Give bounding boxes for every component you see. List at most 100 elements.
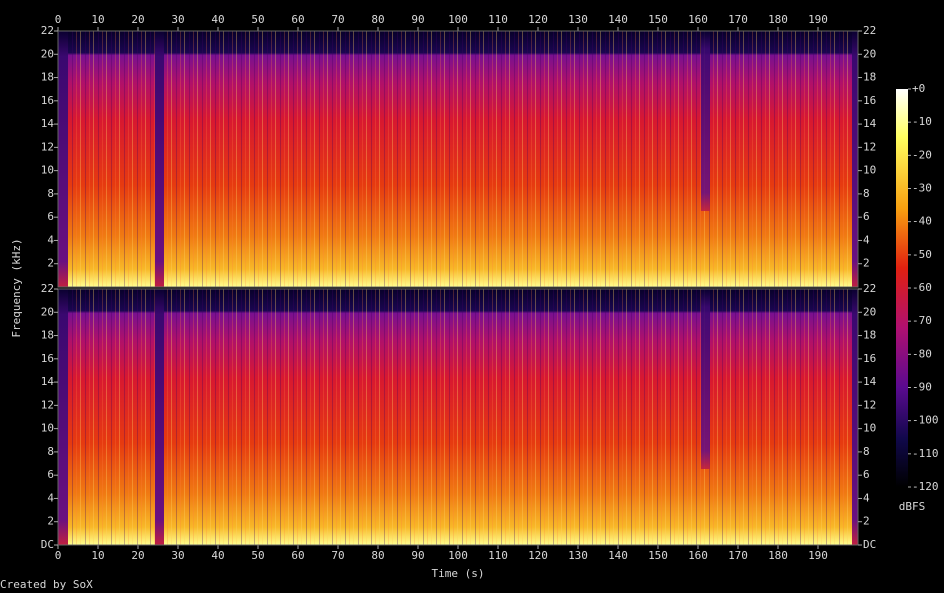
y-axis-label: Frequency (kHz) xyxy=(10,238,23,337)
x-tick-label: 90 xyxy=(411,13,424,26)
y-tick-label: DC xyxy=(41,538,54,551)
x-tick-label: 120 xyxy=(528,13,548,26)
colorbar-tick-label: -110 xyxy=(912,447,939,460)
y-tick-label: DC xyxy=(863,538,876,551)
y-tick-label: 10 xyxy=(41,422,54,435)
x-tick-label: 100 xyxy=(448,549,468,562)
x-tick-label: 180 xyxy=(768,13,788,26)
x-tick-label: 30 xyxy=(171,13,184,26)
y-tick-label: 14 xyxy=(863,117,877,130)
x-tick-label: 120 xyxy=(528,549,548,562)
y-tick-label: 2 xyxy=(47,515,54,528)
y-tick-label: 8 xyxy=(47,187,54,200)
x-tick-label: 10 xyxy=(91,13,104,26)
y-tick-label: 22 xyxy=(41,282,54,295)
y-tick-label: 18 xyxy=(41,329,54,342)
x-tick-label: 40 xyxy=(211,549,224,562)
y-tick-label: 10 xyxy=(863,422,876,435)
x-tick-label: 10 xyxy=(91,549,104,562)
y-tick-label: 18 xyxy=(863,71,876,84)
y-tick-label: 12 xyxy=(41,140,54,153)
x-tick-label: 180 xyxy=(768,549,788,562)
x-tick-label: 0 xyxy=(55,549,62,562)
x-axis-label: Time (s) xyxy=(432,567,485,580)
plot-frame xyxy=(57,30,859,288)
y-tick-label: 4 xyxy=(863,233,870,246)
x-tick-label: 70 xyxy=(331,13,344,26)
y-tick-label: 20 xyxy=(863,47,876,60)
y-tick-label: 20 xyxy=(863,305,876,318)
colorbar-tick-label: -80 xyxy=(912,347,932,360)
colorbar-tick-label: -50 xyxy=(912,248,932,261)
y-tick-label: 12 xyxy=(863,398,876,411)
y-tick-label: 8 xyxy=(47,445,54,458)
y-tick-label: 10 xyxy=(863,164,876,177)
x-tick-label: 110 xyxy=(488,549,508,562)
colorbar-tick-label: -40 xyxy=(912,215,932,228)
colorbar-tick-label: -30 xyxy=(912,182,932,195)
y-tick-label: 4 xyxy=(47,233,54,246)
colorbar-tick-label: -100 xyxy=(912,414,939,427)
x-tick-label: 40 xyxy=(211,13,224,26)
y-tick-label: 6 xyxy=(863,210,870,223)
plot-frame xyxy=(57,288,859,546)
y-tick-label: 2 xyxy=(863,515,870,528)
y-tick-label: 20 xyxy=(41,305,54,318)
x-tick-label: 140 xyxy=(608,549,628,562)
y-tick-label: 2 xyxy=(47,257,54,270)
y-tick-label: 22 xyxy=(41,24,54,37)
y-tick-label: 18 xyxy=(863,329,876,342)
x-tick-label: 60 xyxy=(291,549,304,562)
y-tick-label: 10 xyxy=(41,164,54,177)
colorbar xyxy=(896,89,908,487)
x-tick-label: 70 xyxy=(331,549,344,562)
y-tick-label: 6 xyxy=(47,468,54,481)
colorbar-tick-label: -20 xyxy=(912,148,932,161)
x-tick-label: 170 xyxy=(728,13,748,26)
x-tick-label: 150 xyxy=(648,13,668,26)
y-tick-label: 16 xyxy=(41,352,54,365)
x-tick-label: 90 xyxy=(411,549,424,562)
y-tick-label: 16 xyxy=(41,94,54,107)
credit: Created by SoX xyxy=(0,578,93,591)
y-tick-label: 16 xyxy=(863,94,876,107)
x-tick-label: 170 xyxy=(728,549,748,562)
y-tick-label: 4 xyxy=(47,491,54,504)
y-tick-label: 18 xyxy=(41,71,54,84)
x-tick-label: 80 xyxy=(371,549,384,562)
x-tick-label: 160 xyxy=(688,13,708,26)
y-tick-label: 8 xyxy=(863,445,870,458)
y-tick-label: 6 xyxy=(47,210,54,223)
y-tick-label: 4 xyxy=(863,491,870,504)
x-tick-label: 0 xyxy=(55,13,62,26)
x-tick-label: 150 xyxy=(648,549,668,562)
x-tick-label: 130 xyxy=(568,13,588,26)
x-tick-label: 160 xyxy=(688,549,708,562)
x-tick-label: 20 xyxy=(131,549,144,562)
colorbar-tick-label: +0 xyxy=(912,82,925,95)
y-tick-label: 16 xyxy=(863,352,876,365)
x-tick-label: 190 xyxy=(808,549,828,562)
x-tick-label: 140 xyxy=(608,13,628,26)
y-tick-label: 2 xyxy=(863,257,870,270)
spectrogram-bottom xyxy=(58,289,858,545)
x-tick-label: 50 xyxy=(251,13,264,26)
x-tick-label: 130 xyxy=(568,549,588,562)
colorbar-tick-label: -70 xyxy=(912,314,932,327)
x-tick-label: 100 xyxy=(448,13,468,26)
colorbar-tick-label: -10 xyxy=(912,115,932,128)
y-tick-label: 20 xyxy=(41,47,54,60)
x-tick-label: 30 xyxy=(171,549,184,562)
x-tick-label: 80 xyxy=(371,13,384,26)
x-tick-label: 190 xyxy=(808,13,828,26)
y-tick-label: 6 xyxy=(863,468,870,481)
y-tick-label: 14 xyxy=(863,375,877,388)
x-tick-label: 60 xyxy=(291,13,304,26)
y-tick-label: 12 xyxy=(41,398,54,411)
y-tick-label: 14 xyxy=(41,117,55,130)
spectrogram-top xyxy=(58,31,858,287)
y-tick-label: 22 xyxy=(863,24,876,37)
colorbar-tick-label: -120 xyxy=(912,480,939,493)
x-tick-label: 50 xyxy=(251,549,264,562)
